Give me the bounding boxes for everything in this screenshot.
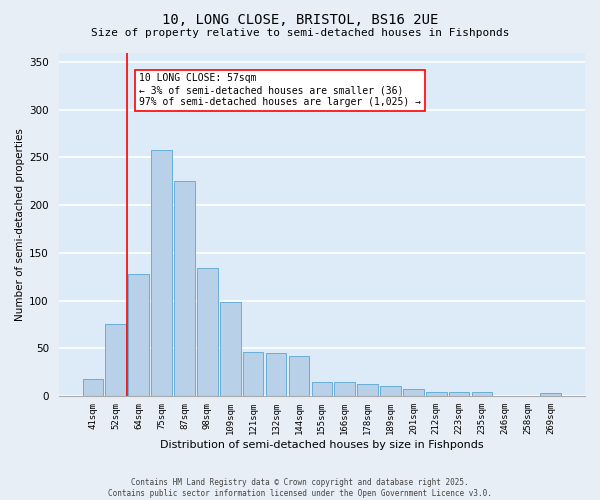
Bar bbox=[449, 392, 469, 396]
Bar bbox=[311, 382, 332, 396]
Text: 10 LONG CLOSE: 57sqm
← 3% of semi-detached houses are smaller (36)
97% of semi-d: 10 LONG CLOSE: 57sqm ← 3% of semi-detach… bbox=[139, 74, 421, 106]
Bar bbox=[128, 274, 149, 396]
Bar bbox=[266, 353, 286, 396]
Bar bbox=[174, 182, 195, 396]
Bar bbox=[151, 150, 172, 396]
Text: 10, LONG CLOSE, BRISTOL, BS16 2UE: 10, LONG CLOSE, BRISTOL, BS16 2UE bbox=[162, 12, 438, 26]
Bar bbox=[334, 382, 355, 396]
Bar bbox=[220, 302, 241, 396]
Bar bbox=[289, 356, 309, 396]
Bar bbox=[243, 352, 263, 396]
Bar bbox=[426, 392, 446, 396]
Text: Size of property relative to semi-detached houses in Fishponds: Size of property relative to semi-detach… bbox=[91, 28, 509, 38]
Bar bbox=[83, 379, 103, 396]
Bar bbox=[380, 386, 401, 396]
Bar bbox=[541, 393, 561, 396]
Bar bbox=[197, 268, 218, 396]
Bar bbox=[358, 384, 378, 396]
X-axis label: Distribution of semi-detached houses by size in Fishponds: Distribution of semi-detached houses by … bbox=[160, 440, 484, 450]
Text: Contains HM Land Registry data © Crown copyright and database right 2025.
Contai: Contains HM Land Registry data © Crown c… bbox=[108, 478, 492, 498]
Bar bbox=[106, 324, 126, 396]
Y-axis label: Number of semi-detached properties: Number of semi-detached properties bbox=[15, 128, 25, 320]
Bar bbox=[403, 390, 424, 396]
Bar bbox=[472, 392, 493, 396]
